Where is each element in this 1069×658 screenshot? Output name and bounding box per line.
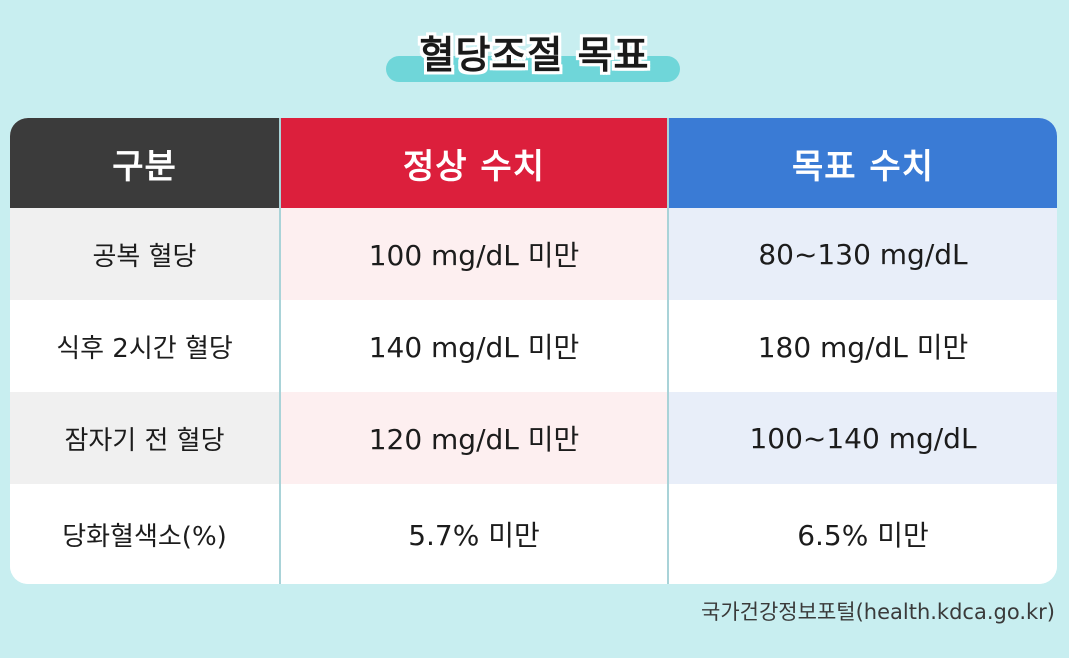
normal-value-cell: 5.7% 미만 bbox=[279, 484, 667, 584]
target-value-cell: 100~140 mg/dL bbox=[667, 392, 1057, 484]
header-category: 구분 bbox=[10, 118, 279, 208]
normal-value-cell: 140 mg/dL 미만 bbox=[279, 300, 667, 392]
table-row: 잠자기 전 혈당 120 mg/dL 미만 100~140 mg/dL bbox=[10, 392, 1057, 484]
source-credit: 국가건강정보포털(health.kdca.go.kr) bbox=[701, 600, 1055, 624]
normal-value-cell: 100 mg/dL 미만 bbox=[279, 208, 667, 300]
normal-value-cell: 120 mg/dL 미만 bbox=[279, 392, 667, 484]
header-normal-value: 정상 수치 bbox=[279, 118, 667, 208]
page-title: 혈당조절 목표 bbox=[419, 33, 650, 77]
row-label: 식후 2시간 혈당 bbox=[10, 300, 279, 392]
table-row: 공복 혈당 100 mg/dL 미만 80~130 mg/dL bbox=[10, 208, 1057, 300]
glucose-target-table: 구분 정상 수치 목표 수치 공복 혈당 100 mg/dL 미만 80~130… bbox=[10, 118, 1057, 584]
table-row: 식후 2시간 혈당 140 mg/dL 미만 180 mg/dL 미만 bbox=[10, 300, 1057, 392]
target-value-cell: 80~130 mg/dL bbox=[667, 208, 1057, 300]
title-highlight bbox=[386, 56, 680, 82]
row-label: 잠자기 전 혈당 bbox=[10, 392, 279, 484]
header-target-value: 목표 수치 bbox=[667, 118, 1057, 208]
title-area: 혈당조절 목표 bbox=[0, 18, 1069, 88]
table-row: 당화혈색소(%) 5.7% 미만 6.5% 미만 bbox=[10, 484, 1057, 584]
table-header-row: 구분 정상 수치 목표 수치 bbox=[10, 118, 1057, 208]
row-label: 공복 혈당 bbox=[10, 208, 279, 300]
target-value-cell: 6.5% 미만 bbox=[667, 484, 1057, 584]
target-value-cell: 180 mg/dL 미만 bbox=[667, 300, 1057, 392]
row-label: 당화혈색소(%) bbox=[10, 484, 279, 584]
